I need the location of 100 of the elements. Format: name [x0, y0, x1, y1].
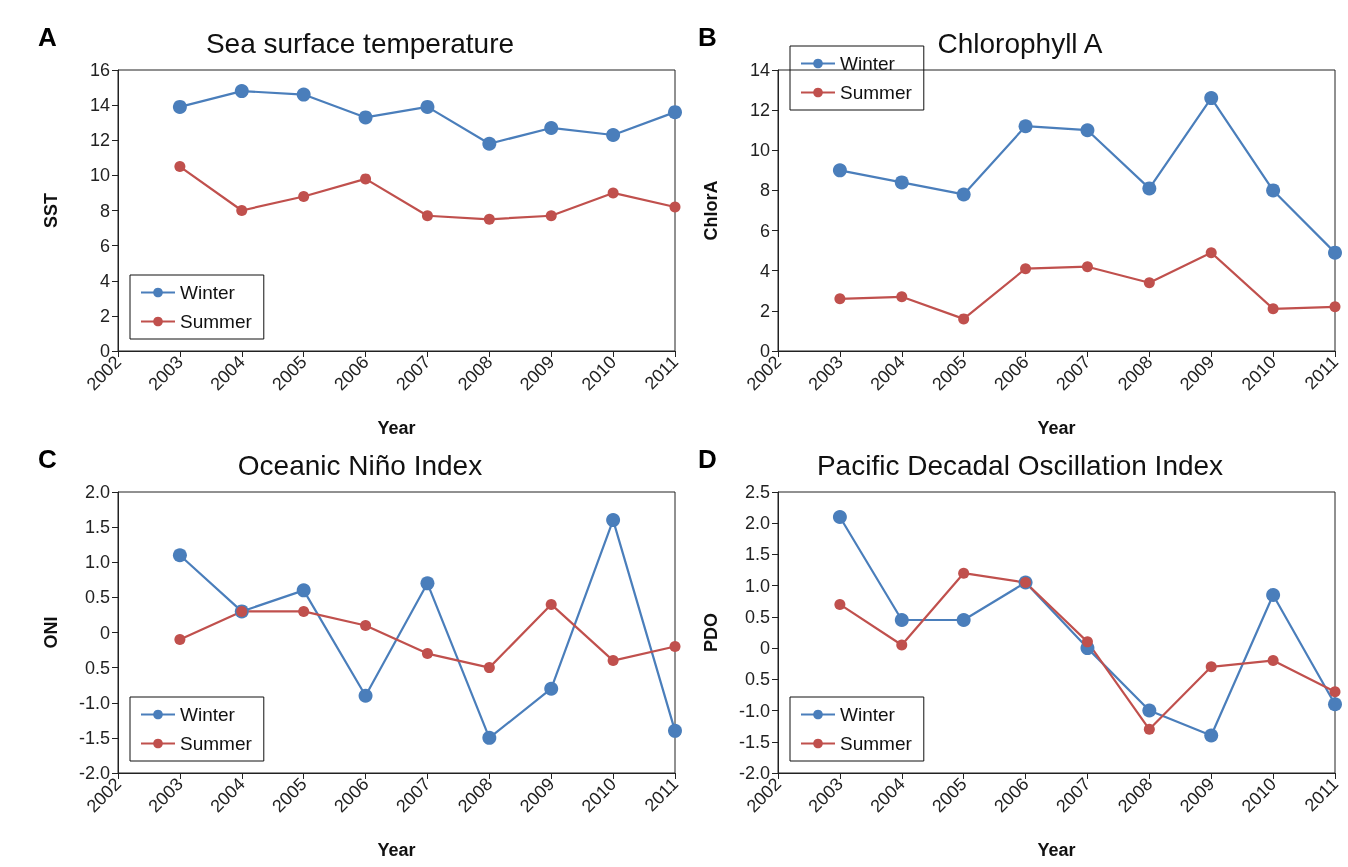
point: [1143, 277, 1155, 289]
point: [1143, 723, 1155, 735]
y-tick-label: 14: [89, 95, 110, 116]
point: [1329, 686, 1341, 698]
y-tick-label: 2: [99, 305, 110, 326]
y-tick-label: 12: [749, 100, 770, 121]
point: [1205, 661, 1217, 673]
point: [360, 173, 372, 185]
y-tick-label: 1.5: [84, 517, 110, 538]
point: [1142, 181, 1157, 196]
point: [1204, 728, 1219, 743]
y-tick-label: 1.5: [744, 544, 770, 565]
y-tick-label: 0.5: [84, 587, 110, 608]
legend-label: Winter: [840, 53, 896, 74]
point: [896, 291, 908, 303]
point: [606, 127, 621, 142]
text: C: [38, 444, 57, 475]
legend-label: Winter: [180, 704, 236, 725]
chart-title: Pacific Decadal Oscillation Index: [816, 449, 1224, 481]
x-axis-title: Year: [1037, 418, 1076, 438]
chart-title: Sea surface temperature: [205, 27, 515, 59]
point: [236, 205, 248, 216]
point: [669, 641, 681, 653]
point: [668, 723, 682, 738]
point: [1081, 261, 1093, 273]
point: [298, 190, 310, 202]
point: [894, 613, 909, 628]
point: [421, 648, 433, 660]
chart-title: Oceanic Niño Index: [237, 449, 483, 481]
point: [421, 210, 433, 222]
y-tick-label: -1.5: [738, 731, 770, 752]
point: [174, 161, 186, 173]
point: [956, 613, 971, 628]
legend-label: Summer: [840, 733, 913, 754]
point: [669, 201, 681, 213]
point: [360, 619, 372, 631]
y-axis-title: PDO: [701, 612, 721, 653]
point: [420, 99, 435, 114]
text: A: [38, 22, 57, 53]
point: [545, 598, 557, 610]
point: [958, 313, 970, 325]
y-tick-label: 12: [89, 130, 110, 151]
y-axis-title: ChlorA: [701, 180, 721, 241]
y-axis-title: SST: [41, 192, 61, 229]
point: [832, 163, 847, 178]
point: [1266, 588, 1281, 603]
point: [482, 730, 497, 745]
y-tick-label: -1.0: [738, 700, 770, 721]
point: [956, 187, 971, 202]
point: [832, 509, 847, 524]
point: [544, 120, 559, 135]
y-tick-label: -1.5: [78, 727, 110, 748]
point: [834, 293, 846, 305]
point: [172, 99, 187, 114]
point: [234, 84, 249, 99]
point: [1205, 247, 1217, 259]
legend-label: Summer: [180, 311, 253, 332]
legend-label: Winter: [840, 704, 896, 725]
point: [544, 681, 559, 696]
y-tick-label: 0.5: [84, 657, 110, 678]
point: [358, 110, 373, 125]
point: [1328, 697, 1342, 712]
point: [296, 87, 311, 102]
y-tick-label: 2.0: [84, 482, 110, 502]
y-tick-label: 6: [759, 220, 770, 241]
point: [1267, 655, 1279, 667]
point: [607, 187, 619, 199]
text: D: [698, 444, 717, 475]
y-tick-label: -1.0: [78, 692, 110, 713]
point: [894, 175, 909, 190]
point: [298, 605, 310, 617]
y-tick-label: 2: [759, 300, 770, 321]
point: [482, 136, 497, 151]
legend-label: Winter: [180, 282, 236, 303]
y-tick-label: 8: [759, 180, 770, 201]
point: [896, 639, 908, 651]
y-tick-label: 0: [759, 638, 770, 659]
x-axis-title: Year: [377, 418, 416, 438]
point: [1266, 183, 1281, 198]
y-tick-label: 2.5: [744, 482, 770, 502]
point: [668, 105, 682, 120]
y-axis-title: ONI: [41, 616, 61, 649]
point: [358, 688, 373, 703]
y-tick-label: 0: [99, 622, 110, 643]
point: [296, 583, 311, 598]
point: [174, 634, 186, 646]
y-tick-label: 0.5: [744, 669, 770, 690]
point: [834, 598, 846, 610]
y-tick-label: 2.0: [744, 513, 770, 534]
chart-title: Chlorophyll A: [937, 27, 1103, 59]
y-tick-label: 1.0: [84, 552, 110, 573]
y-tick-label: 1.0: [744, 575, 770, 596]
point: [1142, 703, 1157, 718]
point: [420, 576, 435, 591]
y-tick-label: 4: [759, 260, 770, 281]
point: [1267, 303, 1279, 315]
y-tick-label: 14: [749, 60, 770, 80]
x-axis-title: Year: [1037, 840, 1076, 860]
text: B: [698, 22, 717, 53]
point: [483, 213, 495, 225]
